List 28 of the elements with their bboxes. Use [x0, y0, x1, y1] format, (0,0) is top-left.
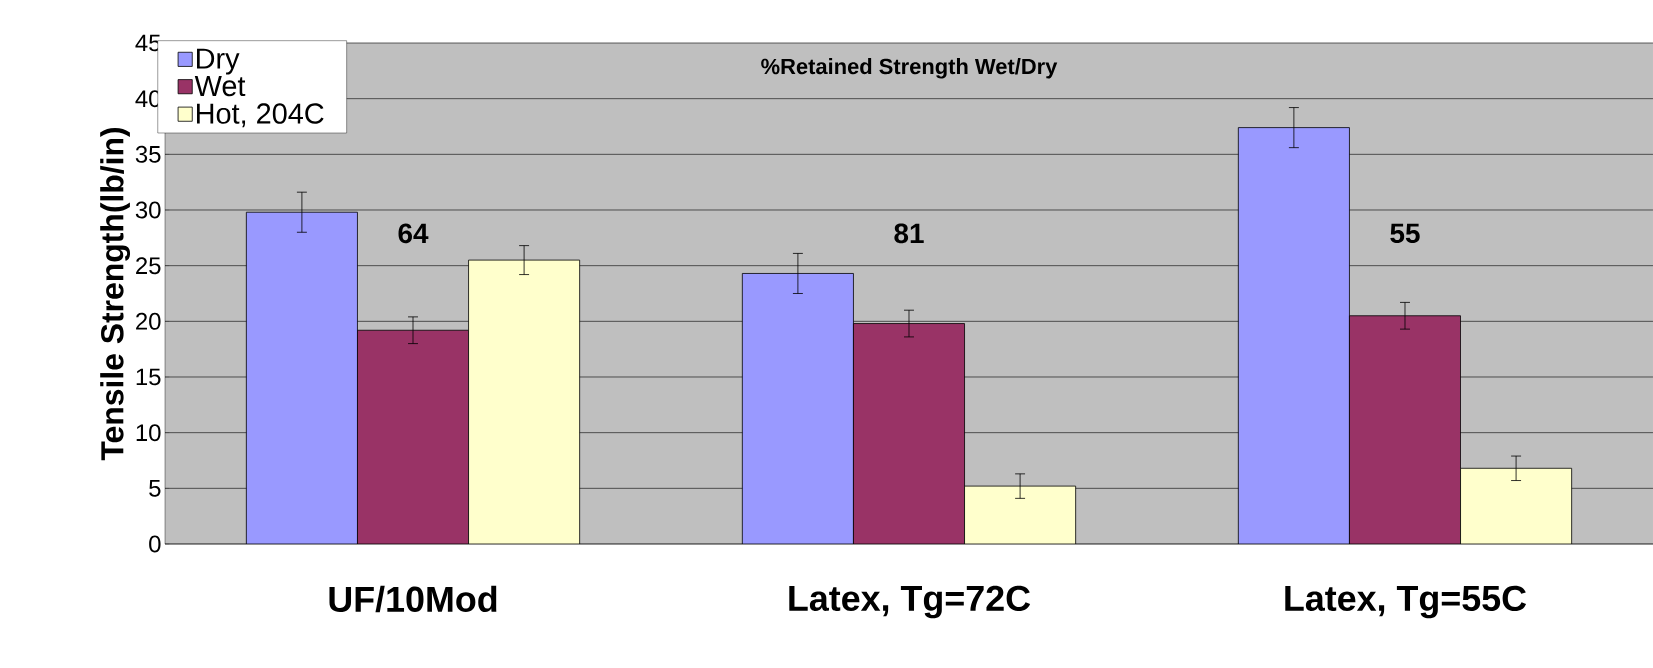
bar [1460, 467, 1573, 544]
bar [357, 329, 469, 544]
bar [245, 211, 358, 544]
y-tick-label: 20 [136, 312, 161, 330]
bar [741, 273, 854, 544]
x-tick-label: Latex, Tg=55C [1285, 585, 1527, 619]
y-tick-label: 5 [149, 479, 161, 497]
legend-label: Hot, 204C [197, 103, 324, 128]
bar [1237, 127, 1350, 544]
annotation: 55 [1390, 223, 1420, 244]
x-tick-label: UF/10Mod [329, 585, 497, 613]
bar [964, 485, 1077, 544]
legend-label: Wet [194, 76, 246, 97]
bar [1349, 315, 1461, 544]
y-tick-label: 25 [136, 257, 161, 275]
legend-label: Dry [197, 48, 240, 75]
y-tick-label: 35 [135, 145, 161, 163]
bar [853, 323, 965, 544]
y-tick-label: 30 [135, 201, 161, 219]
annotation: 81 [894, 223, 924, 244]
y-tick-label: 10 [136, 424, 161, 442]
annotation: 64 [398, 223, 429, 244]
text: %Retained Strength Wet/Dry [761, 58, 1058, 79]
bar [468, 259, 581, 544]
x-tick-label: Latex, Tg=72C [789, 585, 1031, 619]
y-tick-label: 15 [136, 368, 161, 386]
y-tick-label: 0 [149, 535, 161, 553]
y-axis-title: Tensile Strength(lb/in) [100, 127, 131, 461]
